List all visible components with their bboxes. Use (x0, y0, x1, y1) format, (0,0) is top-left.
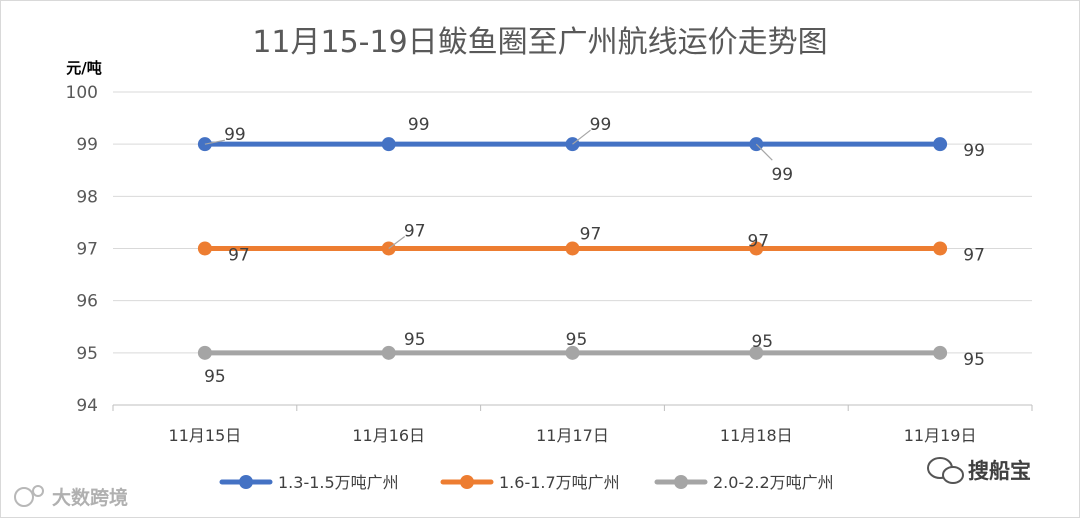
y-axis-unit: 元/吨 (66, 59, 101, 77)
legend-label: 1.6-1.7万吨广州 (499, 473, 620, 492)
data-label: 97 (580, 225, 602, 245)
legend: 1.3-1.5万吨广州 1.6-1.7万吨广州 2.0-2.2万吨广州 (219, 473, 834, 492)
data-label: 97 (404, 222, 426, 242)
data-point (933, 137, 948, 152)
x-tick-label: 11月15日 (169, 426, 242, 445)
legend-swatch-marker (674, 475, 688, 489)
label-leader-line (572, 129, 591, 145)
data-label: 95 (566, 330, 588, 350)
data-point (933, 241, 948, 256)
data-label: 99 (963, 141, 985, 161)
x-tick-label: 11月19日 (904, 426, 977, 445)
data-label: 97 (963, 246, 985, 266)
label-leader-line (388, 236, 406, 249)
chart-title: 11月15-19日鲅鱼圈至广州航线运价走势图 (252, 25, 827, 60)
y-tick-label: 96 (76, 292, 98, 312)
watermarks: 大数跨境 搜船宝 (14, 457, 1031, 509)
legend-swatch-marker (460, 475, 474, 489)
data-point (933, 345, 948, 360)
data-label: 99 (408, 115, 430, 135)
legend-label: 2.0-2.2万吨广州 (713, 473, 834, 492)
data-point (381, 345, 396, 360)
data-label: 95 (404, 330, 426, 350)
y-tick-label: 94 (76, 396, 98, 416)
label-leader-line (204, 139, 226, 145)
data-label: 97 (747, 232, 769, 252)
watermark-right-text: 搜船宝 (968, 459, 1031, 483)
y-tick-label: 100 (66, 83, 98, 103)
data-point (749, 241, 764, 256)
x-tick-label: 11月16日 (352, 426, 425, 445)
watermark-left-text: 大数跨境 (52, 486, 128, 509)
data-label: 95 (963, 350, 985, 370)
x-tick-label: 11月17日 (536, 426, 609, 445)
legend-label: 1.3-1.5万吨广州 (278, 473, 399, 492)
y-tick-label: 99 (76, 135, 98, 155)
data-point (565, 345, 580, 360)
axes: 94 95 96 97 98 99 100 11月15日 11月16日 11月17日 11月18日 1… (66, 83, 1033, 445)
data-point (749, 345, 764, 360)
data-label: 95 (204, 367, 226, 387)
data-label: 95 (751, 332, 773, 352)
data-label: 99 (590, 115, 612, 135)
data-point (565, 241, 580, 256)
y-tick-label: 98 (76, 187, 98, 207)
y-tick-label: 97 (76, 240, 98, 260)
data-point (381, 137, 396, 152)
series-lines (197, 137, 948, 360)
x-tick-label: 11月18日 (720, 426, 793, 445)
data-point (197, 241, 212, 256)
wechat-logo-icon (927, 457, 964, 484)
data-point (197, 345, 212, 360)
weibo-logo-icon (14, 485, 44, 507)
data-label: 99 (224, 125, 246, 145)
gridlines (113, 91, 1032, 354)
data-label: 99 (771, 165, 793, 185)
label-leader-line (755, 143, 773, 161)
data-labels: 99 99 99 99 99 97 97 97 97 97 95 95 95 95 95 (204, 115, 985, 387)
data-label: 97 (228, 246, 250, 266)
legend-swatch-marker (239, 475, 253, 489)
y-tick-label: 95 (76, 344, 98, 364)
